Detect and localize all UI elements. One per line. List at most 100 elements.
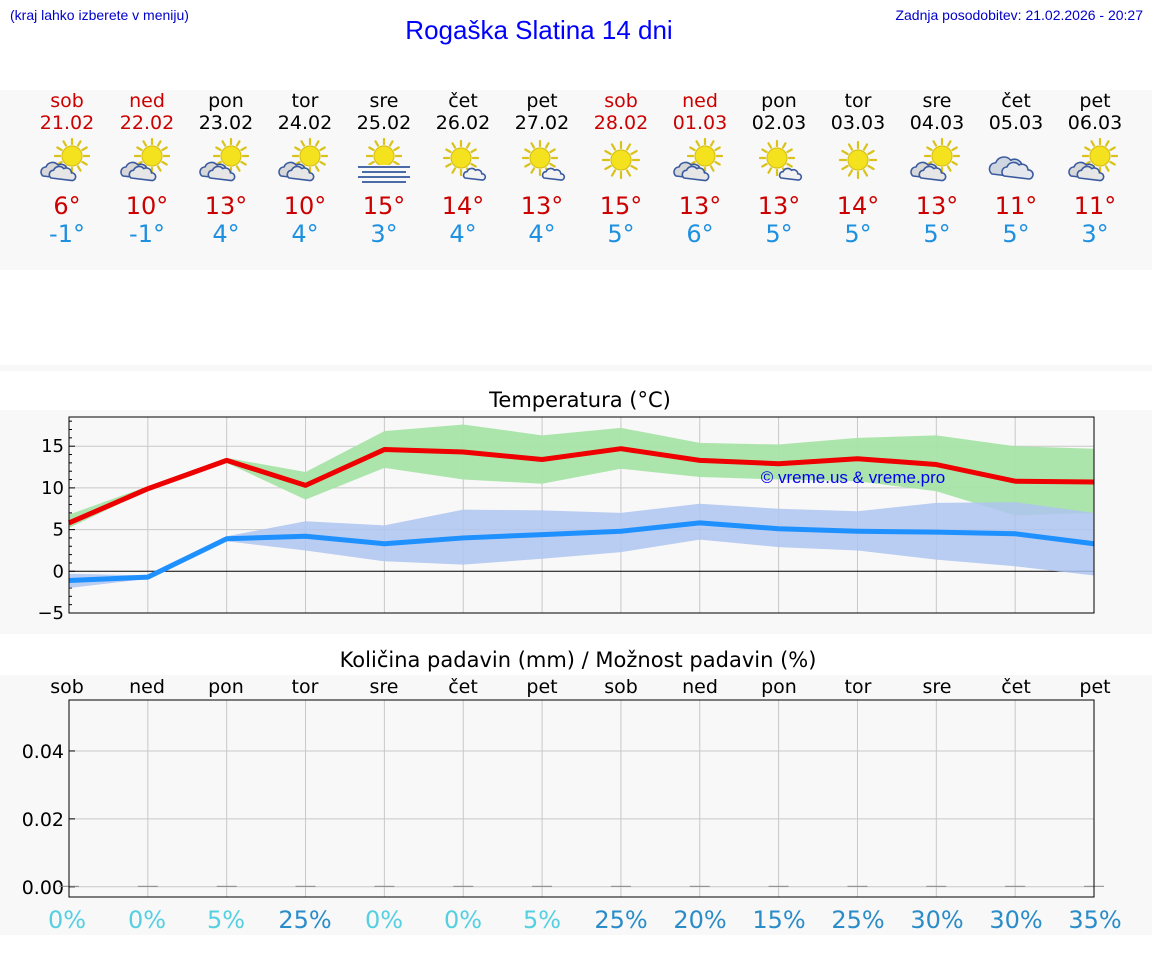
plot-frame <box>68 699 1095 898</box>
precip-bar <box>532 885 553 887</box>
precip-day-label: sre <box>923 676 952 698</box>
precip-bar <box>926 885 947 887</box>
weather-icon <box>1068 138 1119 182</box>
weather-icon <box>521 139 566 181</box>
day-name: čet <box>448 90 478 112</box>
forecast-day: tor 03.03 14° 5° <box>819 90 897 248</box>
day-date: 01.03 <box>672 112 728 134</box>
day-date: 04.03 <box>909 112 965 134</box>
min-temp: 5° <box>844 220 872 248</box>
max-temp: 13° <box>915 192 959 220</box>
precip-day-label: pon <box>761 676 797 698</box>
min-temp: 4° <box>291 220 319 248</box>
precip-day-label: čet <box>448 676 478 698</box>
precip-day-label: pet <box>526 676 557 698</box>
weather-icon <box>988 156 1034 180</box>
day-date: 25.02 <box>356 112 412 134</box>
day-date: 23.02 <box>198 112 254 134</box>
day-name: tor <box>844 90 872 112</box>
max-temp: 13° <box>678 192 722 220</box>
day-date: 27.02 <box>514 112 570 134</box>
weather-icon <box>758 139 803 181</box>
y-tick-label: 0.00 <box>22 877 64 899</box>
min-temp: 4° <box>528 220 556 248</box>
sun-cloud-icon <box>278 138 329 182</box>
day-date: 05.03 <box>988 112 1044 134</box>
min-temp: -1° <box>49 220 85 248</box>
sun-small-cloud-icon <box>442 139 487 181</box>
precip-chance-label: 0% <box>365 906 403 934</box>
precip-bar <box>689 885 710 887</box>
weather-icon <box>358 138 410 184</box>
precip-day-label: sre <box>370 676 399 698</box>
precip-chance-label: 30% <box>910 906 963 934</box>
day-name: pet <box>526 90 558 112</box>
y-tick-label: 0.04 <box>22 741 64 763</box>
forecast-day: ned 01.03 13° 6° <box>661 90 739 248</box>
min-temp: 4° <box>212 220 240 248</box>
precip-bar <box>610 885 631 887</box>
sun-cloud-icon <box>1068 138 1119 182</box>
separator-strip <box>0 365 1152 371</box>
day-name: ned <box>682 90 718 112</box>
max-temp: 10° <box>283 192 327 220</box>
max-temp: 15° <box>362 192 406 220</box>
max-temp: 11° <box>1073 192 1117 220</box>
forecast-day: čet 26.02 14° 4° <box>424 90 502 248</box>
sun-icon <box>838 140 878 180</box>
y-tick-label: 10 <box>41 478 64 499</box>
min-temp: 5° <box>1002 220 1030 248</box>
y-tick-label: 0.02 <box>22 809 64 831</box>
max-temp: 15° <box>599 192 643 220</box>
day-name: čet <box>1001 90 1031 112</box>
day-name: tor <box>291 90 319 112</box>
precip-day-label: tor <box>292 676 319 698</box>
weather-icon <box>673 138 724 182</box>
precip-chance-label: 25% <box>831 906 884 934</box>
forecast-day: sob 28.02 15° 5° <box>582 90 660 248</box>
sun-cloud-icon <box>910 138 961 182</box>
precip-chance-label: 0% <box>128 906 166 934</box>
precipitation-chart: sob ned pon tor sre čet pet sob ned pon tor sre čet p… <box>22 676 1122 934</box>
min-temp: 3° <box>1081 220 1109 248</box>
sun-cloud-icon <box>673 138 724 182</box>
sun-cloud-icon <box>120 138 171 182</box>
forecast-day: tor 24.02 10° 4° <box>266 90 344 248</box>
min-temp: 3° <box>370 220 398 248</box>
precip-chance-label: 0% <box>444 906 482 934</box>
day-date: 06.03 <box>1067 112 1123 134</box>
weather-icon <box>40 138 91 182</box>
location-hint: (kraj lahko izberete v meniju) <box>10 7 189 23</box>
precip-bar <box>137 885 158 887</box>
precip-chance-label: 25% <box>278 906 331 934</box>
cloud-icon <box>988 156 1034 180</box>
min-temp: 4° <box>449 220 477 248</box>
day-name: ned <box>129 90 165 112</box>
sun-fog-icon <box>358 138 410 184</box>
max-temp: 13° <box>520 192 564 220</box>
precip-chance-label: 5% <box>523 906 561 934</box>
precip-day-label: sob <box>604 676 638 698</box>
plot-area <box>69 700 1094 897</box>
last-update: Zadnja posodobitev: 21.02.2026 - 20:27 <box>895 7 1143 23</box>
forecast-strip <box>0 90 1152 270</box>
day-name: sre <box>369 90 399 112</box>
plot-frame <box>68 416 1095 614</box>
day-date: 21.02 <box>39 112 95 134</box>
temperature-chart: −5 0 5 10 15 © vreme.us & vreme.pro <box>37 416 1095 624</box>
forecast-days: sob 21.02 6° -1° ned 22.02 10° -1° pon 23.02 13° 4°… <box>0 90 1152 270</box>
max-temp: 13° <box>757 192 801 220</box>
day-name: sob <box>50 90 84 112</box>
forecast-day: pon 02.03 13° 5° <box>740 90 818 248</box>
weather-icon <box>601 140 641 180</box>
max-temp: 14° <box>441 192 485 220</box>
y-tick-label: −5 <box>37 603 64 624</box>
precip-day-label: ned <box>682 676 718 698</box>
sun-icon <box>601 140 641 180</box>
precip-chance-label: 0% <box>48 906 86 934</box>
precip-bar <box>1005 885 1026 887</box>
precip-bar <box>453 885 474 887</box>
forecast-day: sre 04.03 13° 5° <box>898 90 976 248</box>
forecast-day: pon 23.02 13° 4° <box>187 90 265 248</box>
day-date: 22.02 <box>119 112 175 134</box>
